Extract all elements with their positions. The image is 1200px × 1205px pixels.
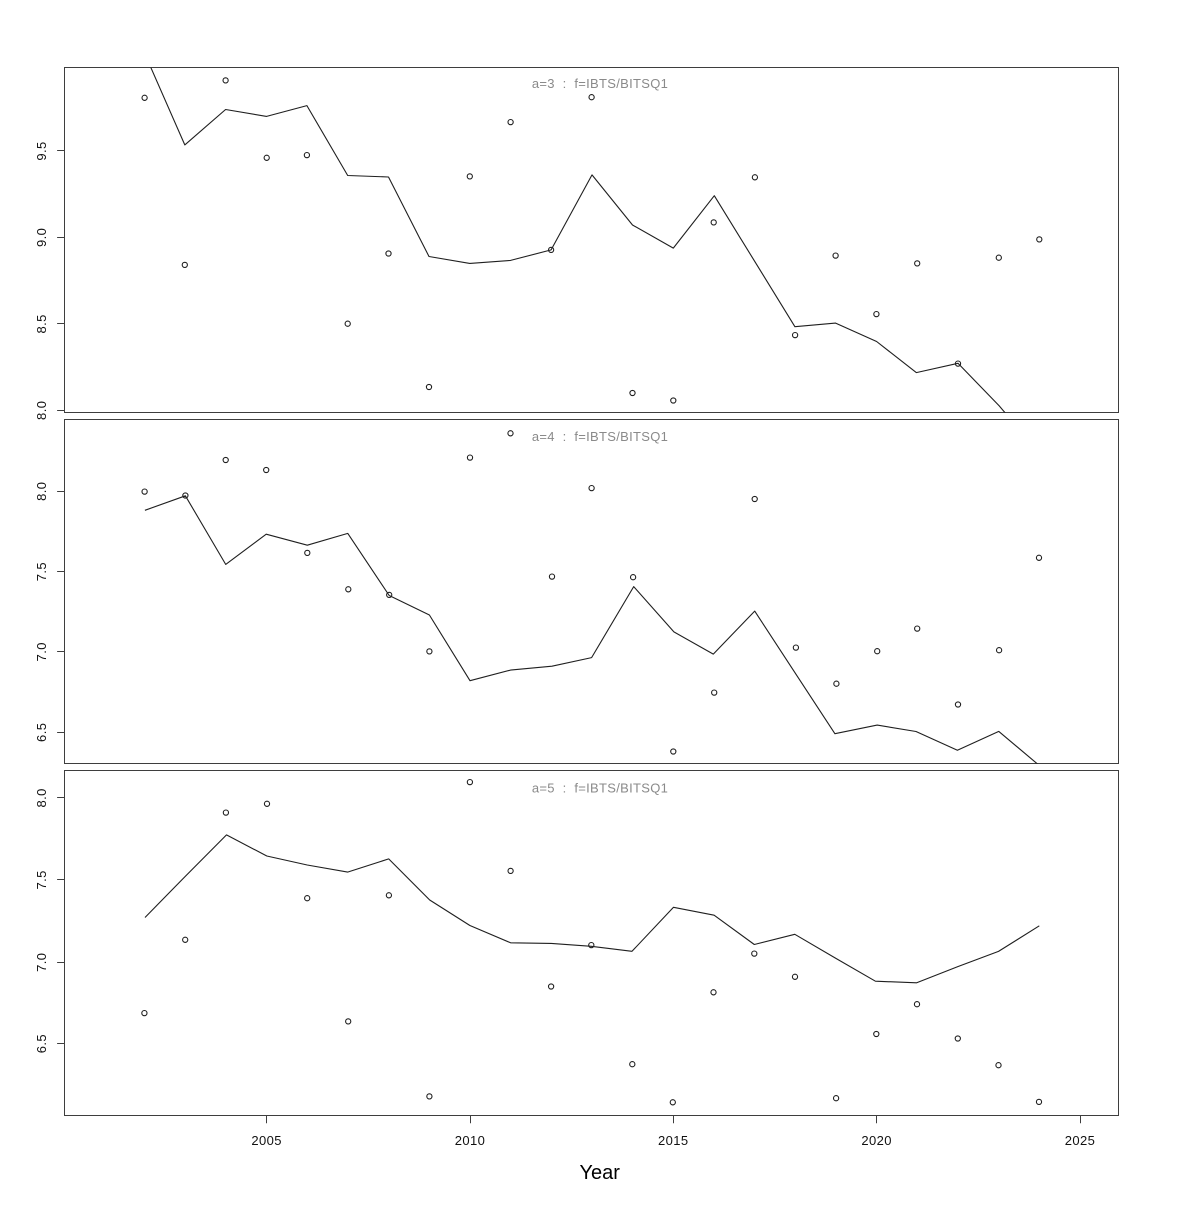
svg-text:8.5: 8.5 <box>34 314 49 333</box>
svg-text:a=5 : f=IBTS/BITSQ1: a=5 : f=IBTS/BITSQ1 <box>532 780 668 795</box>
svg-text:a=3 : f=IBTS/BITSQ1: a=3 : f=IBTS/BITSQ1 <box>532 76 668 91</box>
svg-text:6.5: 6.5 <box>34 723 49 742</box>
svg-text:9.0: 9.0 <box>34 228 49 247</box>
svg-text:Year: Year <box>579 1162 620 1184</box>
svg-text:8.0: 8.0 <box>34 788 49 807</box>
svg-text:9.5: 9.5 <box>34 141 49 160</box>
svg-text:2015: 2015 <box>658 1133 689 1148</box>
svg-text:7.5: 7.5 <box>34 870 49 889</box>
svg-text:a=4 : f=IBTS/BITSQ1: a=4 : f=IBTS/BITSQ1 <box>532 429 668 444</box>
svg-text:2005: 2005 <box>251 1133 282 1148</box>
svg-text:8.0: 8.0 <box>34 482 49 501</box>
svg-text:7.0: 7.0 <box>34 953 49 972</box>
svg-text:7.0: 7.0 <box>34 642 49 661</box>
svg-text:8.0: 8.0 <box>34 401 49 420</box>
svg-text:6.5: 6.5 <box>34 1034 49 1053</box>
svg-text:2020: 2020 <box>861 1133 892 1148</box>
svg-text:2025: 2025 <box>1065 1133 1096 1148</box>
svg-text:2010: 2010 <box>455 1133 486 1148</box>
svg-text:7.5: 7.5 <box>34 562 49 581</box>
